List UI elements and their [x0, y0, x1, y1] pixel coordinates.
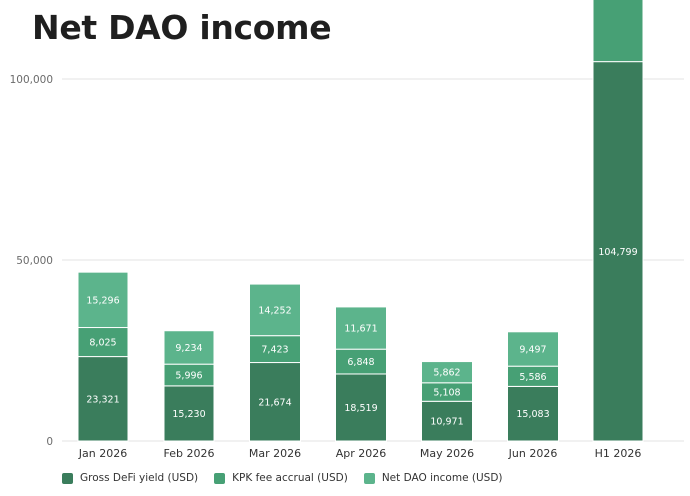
data-label: 9,234 [175, 343, 202, 354]
data-label: 15,230 [172, 409, 205, 420]
data-label: 104,799 [598, 247, 637, 258]
data-label: 5,862 [433, 368, 460, 379]
legend-label-kpk: KPK fee accrual (USD) [232, 472, 348, 484]
bar-segment [163, 330, 215, 365]
data-label: 5,996 [175, 371, 202, 382]
bar-segment [421, 361, 473, 384]
bar-segment [335, 348, 387, 375]
bar-segment [249, 283, 301, 337]
x-tick-label: Feb 2026 [164, 447, 215, 460]
data-label: 18,519 [344, 403, 377, 414]
chart-legend: Gross DeFi yield (USD) KPK fee accrual (… [62, 472, 519, 484]
data-label: 7,423 [261, 345, 288, 356]
data-label: 14,252 [258, 305, 291, 316]
bar-segment [77, 327, 129, 358]
legend-swatch-net [363, 472, 375, 484]
legend-swatch-gross [62, 472, 73, 484]
legend-item-gross: Gross DeFi yield (USD) [62, 472, 198, 484]
bar-segment [592, 61, 644, 442]
legend-label-net: Net DAO income (USD) [381, 472, 503, 484]
bar-segment [77, 356, 129, 442]
x-tick-label: Apr 2026 [336, 447, 387, 460]
legend-item-kpk: KPK fee accrual (USD) [214, 472, 348, 484]
chart-title: Net DAO income [32, 8, 332, 47]
bar-segment [592, 0, 644, 63]
data-label: 10,971 [430, 417, 463, 428]
data-label: 5,108 [433, 388, 460, 399]
data-label: 15,083 [516, 409, 549, 420]
data-label: 8,025 [89, 338, 116, 349]
bar-segment [507, 331, 559, 367]
x-tick-label: H1 2026 [595, 447, 642, 460]
stacked-bar-chart: 050,000100,000150,000200,00023,3218,0251… [10, 0, 684, 460]
bar-segment [421, 400, 473, 442]
legend-item-net: Net DAO income (USD) [363, 472, 503, 484]
data-label: 15,296 [86, 295, 119, 306]
data-label: 11,671 [344, 324, 377, 335]
y-tick-label: 0 [46, 436, 53, 448]
legend-label-gross: Gross DeFi yield (USD) [80, 472, 199, 484]
data-label: 23,321 [86, 394, 119, 405]
data-label: 6,848 [347, 357, 374, 368]
legend-swatch-kpk [214, 472, 226, 484]
x-tick-label: Mar 2026 [249, 447, 301, 460]
y-tick-label: 50,000 [16, 255, 53, 267]
bar-segment [507, 385, 559, 442]
x-tick-label: Jan 2026 [78, 447, 127, 460]
data-label: 5,586 [519, 372, 546, 383]
bar-segment [335, 306, 387, 350]
bar-segment [335, 373, 387, 442]
bar-segment [77, 271, 129, 329]
data-label: 9,497 [519, 344, 546, 355]
bar-segment [249, 362, 301, 442]
x-tick-label: May 2026 [420, 447, 474, 460]
data-label: 21,674 [258, 397, 291, 408]
x-tick-label: Jun 2026 [508, 447, 558, 460]
y-tick-label: 100,000 [10, 74, 53, 86]
